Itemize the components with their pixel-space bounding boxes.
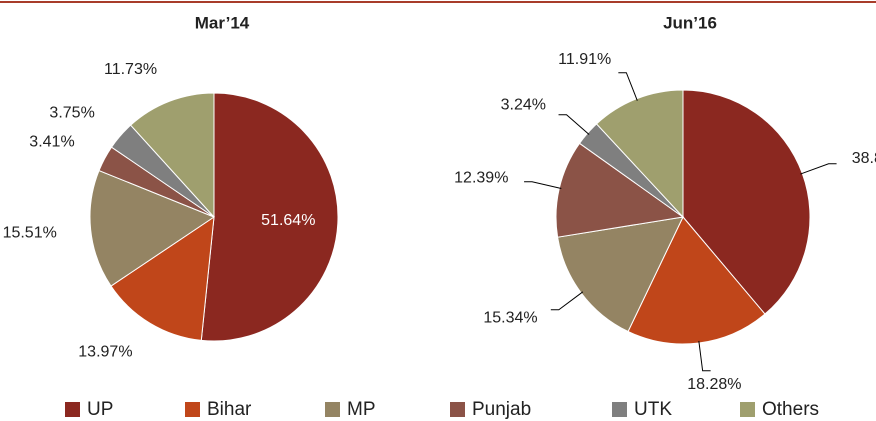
pie-slice <box>110 215 215 341</box>
leader-line <box>558 114 590 135</box>
data-label: 12.39% <box>454 170 508 187</box>
data-label: 3.75% <box>49 105 94 122</box>
legend-swatch <box>740 402 755 417</box>
legend-label: Others <box>762 399 819 420</box>
chart-title: Jun’16 <box>663 13 717 32</box>
legend-label: UP <box>87 399 113 420</box>
data-label: 15.34% <box>483 309 537 326</box>
legend-label: Bihar <box>207 399 252 420</box>
data-label: 11.91% <box>558 51 611 68</box>
pie-slice <box>200 92 339 342</box>
legend-label: Punjab <box>472 399 531 420</box>
legend-swatch <box>65 402 80 417</box>
legend-swatch <box>325 402 340 417</box>
legend-label: MP <box>347 399 376 420</box>
data-label: 11.73% <box>104 61 157 78</box>
data-label: 3.24% <box>501 97 546 114</box>
leader-line <box>550 291 584 311</box>
leader-line <box>524 181 562 190</box>
legend-label: UTK <box>634 399 672 420</box>
pie-slice <box>129 92 215 219</box>
legend-swatch <box>185 402 200 417</box>
legend-swatch <box>612 402 627 417</box>
leader-line <box>698 340 711 372</box>
pie-slice <box>89 169 216 287</box>
data-label: 3.41% <box>29 134 74 151</box>
chart-title: Mar’14 <box>195 13 250 32</box>
leader-line <box>800 163 837 175</box>
data-label: 51.64% <box>261 212 315 229</box>
data-label: 13.97% <box>78 344 132 361</box>
data-label: 38.84% <box>852 150 876 167</box>
legend-swatch <box>450 402 465 417</box>
data-label: 15.51% <box>3 224 57 241</box>
data-label: 18.28% <box>687 376 741 393</box>
leader-line <box>618 72 638 101</box>
